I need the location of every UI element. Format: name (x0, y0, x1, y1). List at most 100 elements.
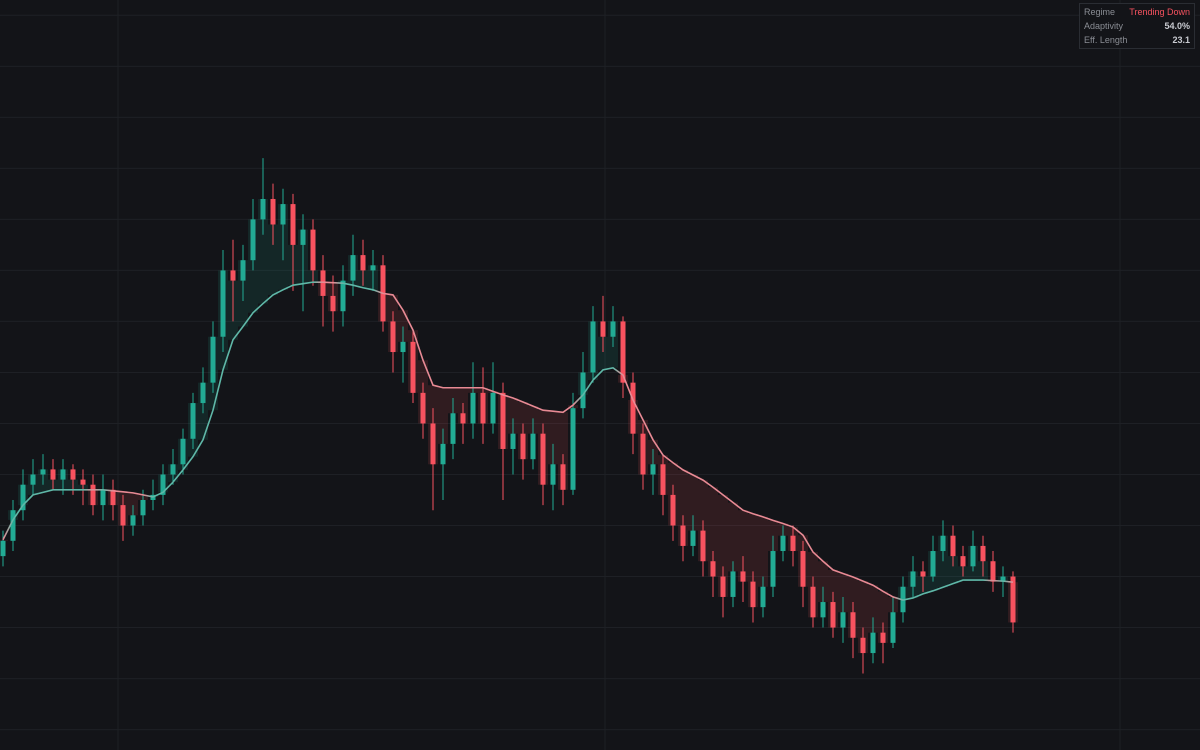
trend-fill (948, 556, 958, 584)
candle-body (400, 341, 406, 353)
candle-body (820, 602, 826, 618)
trend-fill (128, 492, 138, 516)
trend-fill (768, 520, 778, 552)
trend-fill (838, 573, 848, 613)
row-value: 23.1 (1172, 35, 1190, 45)
candle-body (460, 413, 466, 424)
candle-body (890, 612, 896, 643)
candle-body (700, 530, 706, 562)
candle-body (770, 551, 776, 587)
trend-fill (508, 397, 518, 434)
trend-fill (558, 412, 568, 490)
candle-body (1010, 576, 1016, 623)
candle-body (60, 469, 66, 480)
trend-fill (858, 581, 868, 654)
row-label: Adaptivity (1084, 21, 1124, 31)
trend-fill (598, 336, 608, 370)
candle-body (710, 561, 716, 577)
candle-body (750, 581, 756, 608)
trend-fill (738, 510, 748, 582)
candle-body (740, 571, 746, 582)
candle-body (120, 505, 126, 526)
candle-body (20, 484, 26, 511)
candle-body (70, 469, 76, 480)
candle-body (430, 423, 436, 465)
candle-body (260, 198, 266, 220)
candle-body (860, 637, 866, 654)
candle-body (490, 392, 496, 424)
trend-fill (938, 535, 948, 588)
candle-body (290, 204, 296, 245)
candle-body (270, 198, 276, 225)
candle-body (130, 515, 136, 526)
info-panel: Regime Trending Down Adaptivity 54.0% Eff.… (1079, 3, 1195, 49)
candle-body (650, 464, 656, 475)
candle-body (590, 321, 596, 373)
candle-body (620, 321, 626, 383)
candle-body (1000, 576, 1006, 582)
candle-body (810, 586, 816, 618)
candle-body (730, 571, 736, 597)
candle-body (920, 571, 926, 577)
candle-body (470, 392, 476, 424)
candle-body (950, 535, 956, 557)
candle-body (580, 372, 586, 409)
candle-body (570, 408, 576, 490)
candle-body (550, 464, 556, 485)
candle-body (0, 540, 6, 557)
candle-body (190, 403, 196, 439)
panel-row: Regime Trending Down (1084, 5, 1190, 19)
candle-body (930, 551, 936, 577)
candle-body (250, 219, 256, 261)
candle-body (140, 500, 146, 516)
trend-fill (678, 469, 688, 546)
candle-body (170, 464, 176, 475)
candle-body (440, 443, 446, 465)
trend-fill (868, 585, 878, 633)
candle-body (210, 336, 216, 383)
row-label: Regime (1084, 7, 1116, 17)
candle-body (350, 255, 356, 281)
candle-body (240, 260, 246, 281)
trend-fill (708, 487, 718, 577)
trend-fill (438, 387, 448, 444)
candle-body (510, 433, 516, 449)
candle-body (880, 632, 886, 643)
candle-body (530, 433, 536, 460)
panel-row: Eff. Length 23.1 (1084, 33, 1190, 47)
row-label: Eff. Length (1084, 35, 1128, 45)
candle-body (760, 586, 766, 608)
candle-body (610, 321, 616, 337)
candle-body (450, 413, 456, 444)
candle-body (50, 469, 56, 480)
candle-body (320, 270, 326, 296)
candle-body (310, 229, 316, 271)
candle-body (30, 474, 36, 485)
candle-body (980, 545, 986, 562)
candle-body (690, 530, 696, 546)
row-value: Trending Down (1129, 7, 1190, 17)
trend-fill (398, 310, 408, 342)
trend-fill (688, 475, 698, 531)
trend-fill (758, 516, 768, 587)
candle-body (340, 280, 346, 312)
trend-fill (728, 502, 738, 572)
candle-body (500, 392, 506, 449)
candle-body (280, 204, 286, 225)
row-value: 54.0% (1164, 21, 1190, 31)
candle-body (560, 464, 566, 490)
candle-body (910, 571, 916, 587)
candle-body (160, 474, 166, 495)
panel-row: Adaptivity 54.0% (1084, 19, 1190, 33)
moving-average-line (2, 281, 1014, 601)
candle-body (830, 602, 836, 628)
trend-fill (548, 411, 558, 465)
candle-body (420, 392, 426, 424)
candle-body (720, 576, 726, 597)
candle-body (100, 489, 106, 506)
candle-body (200, 382, 206, 404)
trend-fill (878, 591, 888, 643)
